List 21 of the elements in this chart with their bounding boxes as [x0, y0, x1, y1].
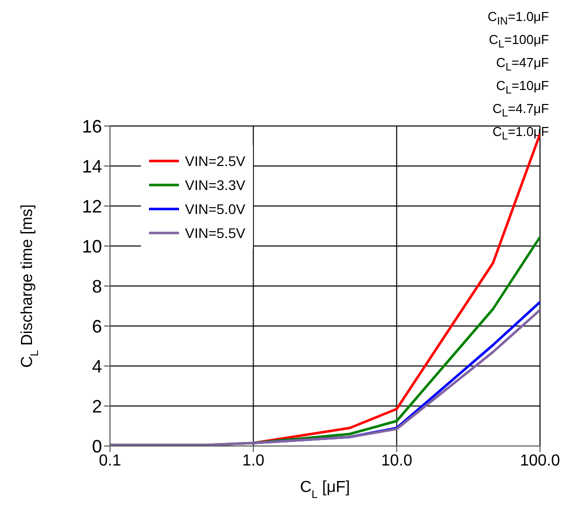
x-axis-title: C$_{L}$ [μF] — [300, 479, 350, 501]
y-tick-label: 4 — [92, 356, 102, 376]
y-tick-label: 16 — [82, 116, 102, 136]
text: C$_{L}$=100μF — [488, 31, 549, 53]
legend-label: VIN=2.5V — [185, 152, 246, 171]
y-tick-label: 2 — [92, 396, 102, 416]
x-tick-label: 10.0 — [381, 452, 412, 470]
legend-label: VIN=5.0V — [185, 200, 246, 219]
y-tick-label: 14 — [82, 156, 102, 176]
y-tick-label: 6 — [92, 316, 102, 336]
text: C$_{L}$=4.7μF — [491, 100, 549, 122]
legend-label: VIN=5.5V — [185, 224, 246, 243]
text: C$_{L}$=10μF — [495, 77, 549, 99]
legend-label: VIN=3.3V — [185, 176, 246, 195]
x-tick-label: 100.0 — [520, 452, 560, 470]
y-tick-label: 10 — [82, 236, 102, 256]
y-tick-label: 8 — [92, 276, 102, 296]
y-tick-label: 12 — [82, 196, 102, 216]
text: C$_{L}$=47μF — [495, 54, 549, 76]
x-tick-label: 1.0 — [242, 452, 265, 470]
text: C$_{IN}$=1.0μF — [488, 8, 549, 30]
